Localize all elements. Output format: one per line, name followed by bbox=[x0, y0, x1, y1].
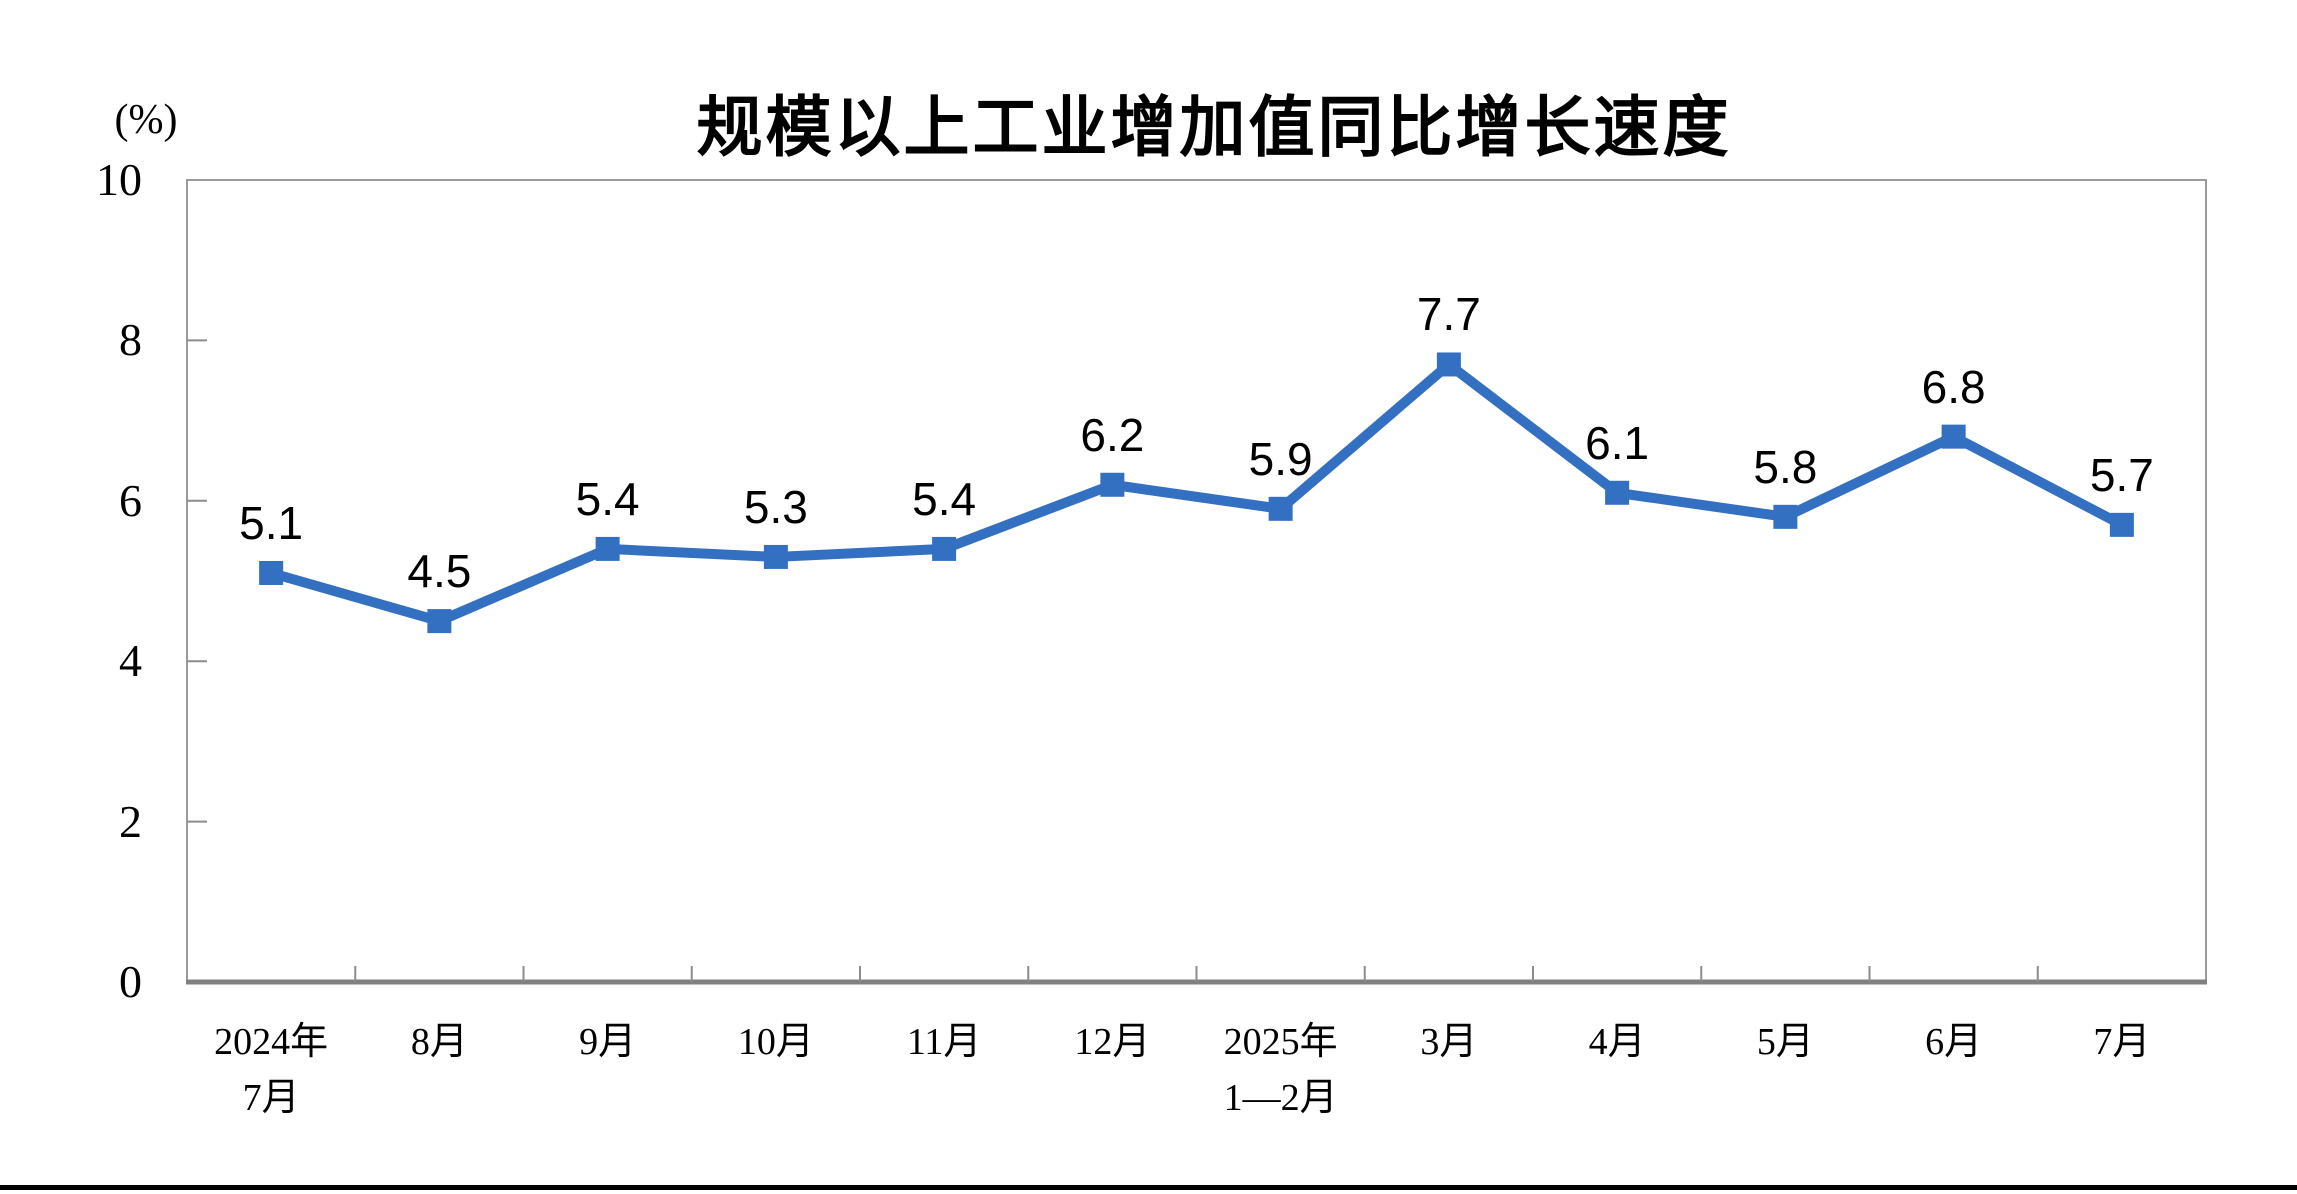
x-axis-category-line: 2025年 bbox=[1223, 1021, 1338, 1063]
x-axis-category-label: 2024年 7月 bbox=[121, 1014, 421, 1126]
data-line bbox=[266, 359, 2127, 627]
data-point-label: 5.1 bbox=[239, 496, 304, 549]
y-axis-tick-label: 4 bbox=[119, 635, 142, 687]
data-point-label: 6.8 bbox=[1921, 360, 1986, 413]
x-axis-category-label: 12月 bbox=[962, 1014, 1262, 1070]
x-axis-category-label: 7月 bbox=[1972, 1014, 2272, 1070]
x-axis-category-line: 1—2月 bbox=[1223, 1077, 1338, 1119]
y-axis-tick-label: 8 bbox=[119, 314, 142, 366]
data-point-label: 6.2 bbox=[1080, 408, 1145, 461]
bottom-separator-line bbox=[0, 1185, 2297, 1190]
data-point-marker bbox=[1605, 480, 1630, 505]
data-point-label: 5.9 bbox=[1248, 432, 1313, 485]
data-point-label: 5.7 bbox=[2089, 448, 2154, 501]
data-point-marker bbox=[1100, 472, 1125, 497]
x-axis-category-label: 2025年 1—2月 bbox=[1131, 1014, 1431, 1126]
y-axis-unit-label: (%) bbox=[114, 97, 178, 143]
data-point-marker bbox=[2109, 512, 2134, 537]
x-axis-category-line: 3月 bbox=[1420, 1021, 1478, 1063]
x-axis-category-line: 7月 bbox=[2093, 1021, 2151, 1063]
data-point-label: 5.3 bbox=[743, 480, 808, 533]
x-axis-category-label: 5月 bbox=[1635, 1014, 1935, 1070]
chart-title: 规模以上工业增加值同比增长速度 bbox=[696, 90, 1732, 164]
x-axis-category-line: 11月 bbox=[906, 1021, 982, 1063]
x-axis-category-line: 5月 bbox=[1756, 1021, 1814, 1063]
x-axis-category-line: 10月 bbox=[737, 1021, 814, 1063]
data-point-label: 4.5 bbox=[407, 545, 472, 598]
data-point-marker bbox=[763, 544, 788, 569]
data-point-marker bbox=[259, 560, 284, 585]
x-axis-category-line: 4月 bbox=[1588, 1021, 1646, 1063]
data-point-label: 5.4 bbox=[575, 472, 640, 525]
y-axis-tick-label: 10 bbox=[96, 154, 142, 205]
x-axis-category-label: 11月 bbox=[794, 1014, 1094, 1070]
x-axis-category-label: 6月 bbox=[1804, 1014, 2104, 1070]
x-axis-category-label: 9月 bbox=[458, 1014, 758, 1070]
data-point-marker bbox=[1268, 496, 1293, 521]
y-axis-tick-label: 0 bbox=[119, 956, 142, 1007]
data-point-marker bbox=[932, 536, 957, 561]
data-point-label: 5.4 bbox=[912, 472, 977, 525]
data-point-label: 5.8 bbox=[1753, 440, 1818, 493]
x-axis-category-label: 8月 bbox=[289, 1014, 589, 1070]
data-point-marker bbox=[427, 609, 452, 634]
data-point-label: 6.1 bbox=[1585, 416, 1650, 469]
x-axis-category-line: 6月 bbox=[1925, 1021, 1983, 1063]
y-axis-tick-label: 2 bbox=[119, 795, 142, 847]
data-point-marker bbox=[595, 536, 620, 561]
x-axis-category-line: 7月 bbox=[242, 1077, 300, 1119]
x-axis-category-label: 4月 bbox=[1467, 1014, 1767, 1070]
data-point-marker bbox=[1773, 504, 1798, 529]
x-axis-category-line: 9月 bbox=[579, 1021, 637, 1063]
x-axis-category-line: 8月 bbox=[410, 1021, 468, 1063]
data-point-marker bbox=[1436, 352, 1461, 377]
x-axis-category-label: 10月 bbox=[626, 1014, 926, 1070]
data-point-label: 7.7 bbox=[1416, 288, 1481, 341]
x-axis-category-label: 3月 bbox=[1299, 1014, 1599, 1070]
x-axis-category-line: 12月 bbox=[1074, 1021, 1151, 1063]
data-point-marker bbox=[1941, 424, 1966, 449]
y-axis-tick-label: 6 bbox=[119, 474, 142, 526]
x-axis-category-line: 2024年 bbox=[214, 1021, 329, 1063]
